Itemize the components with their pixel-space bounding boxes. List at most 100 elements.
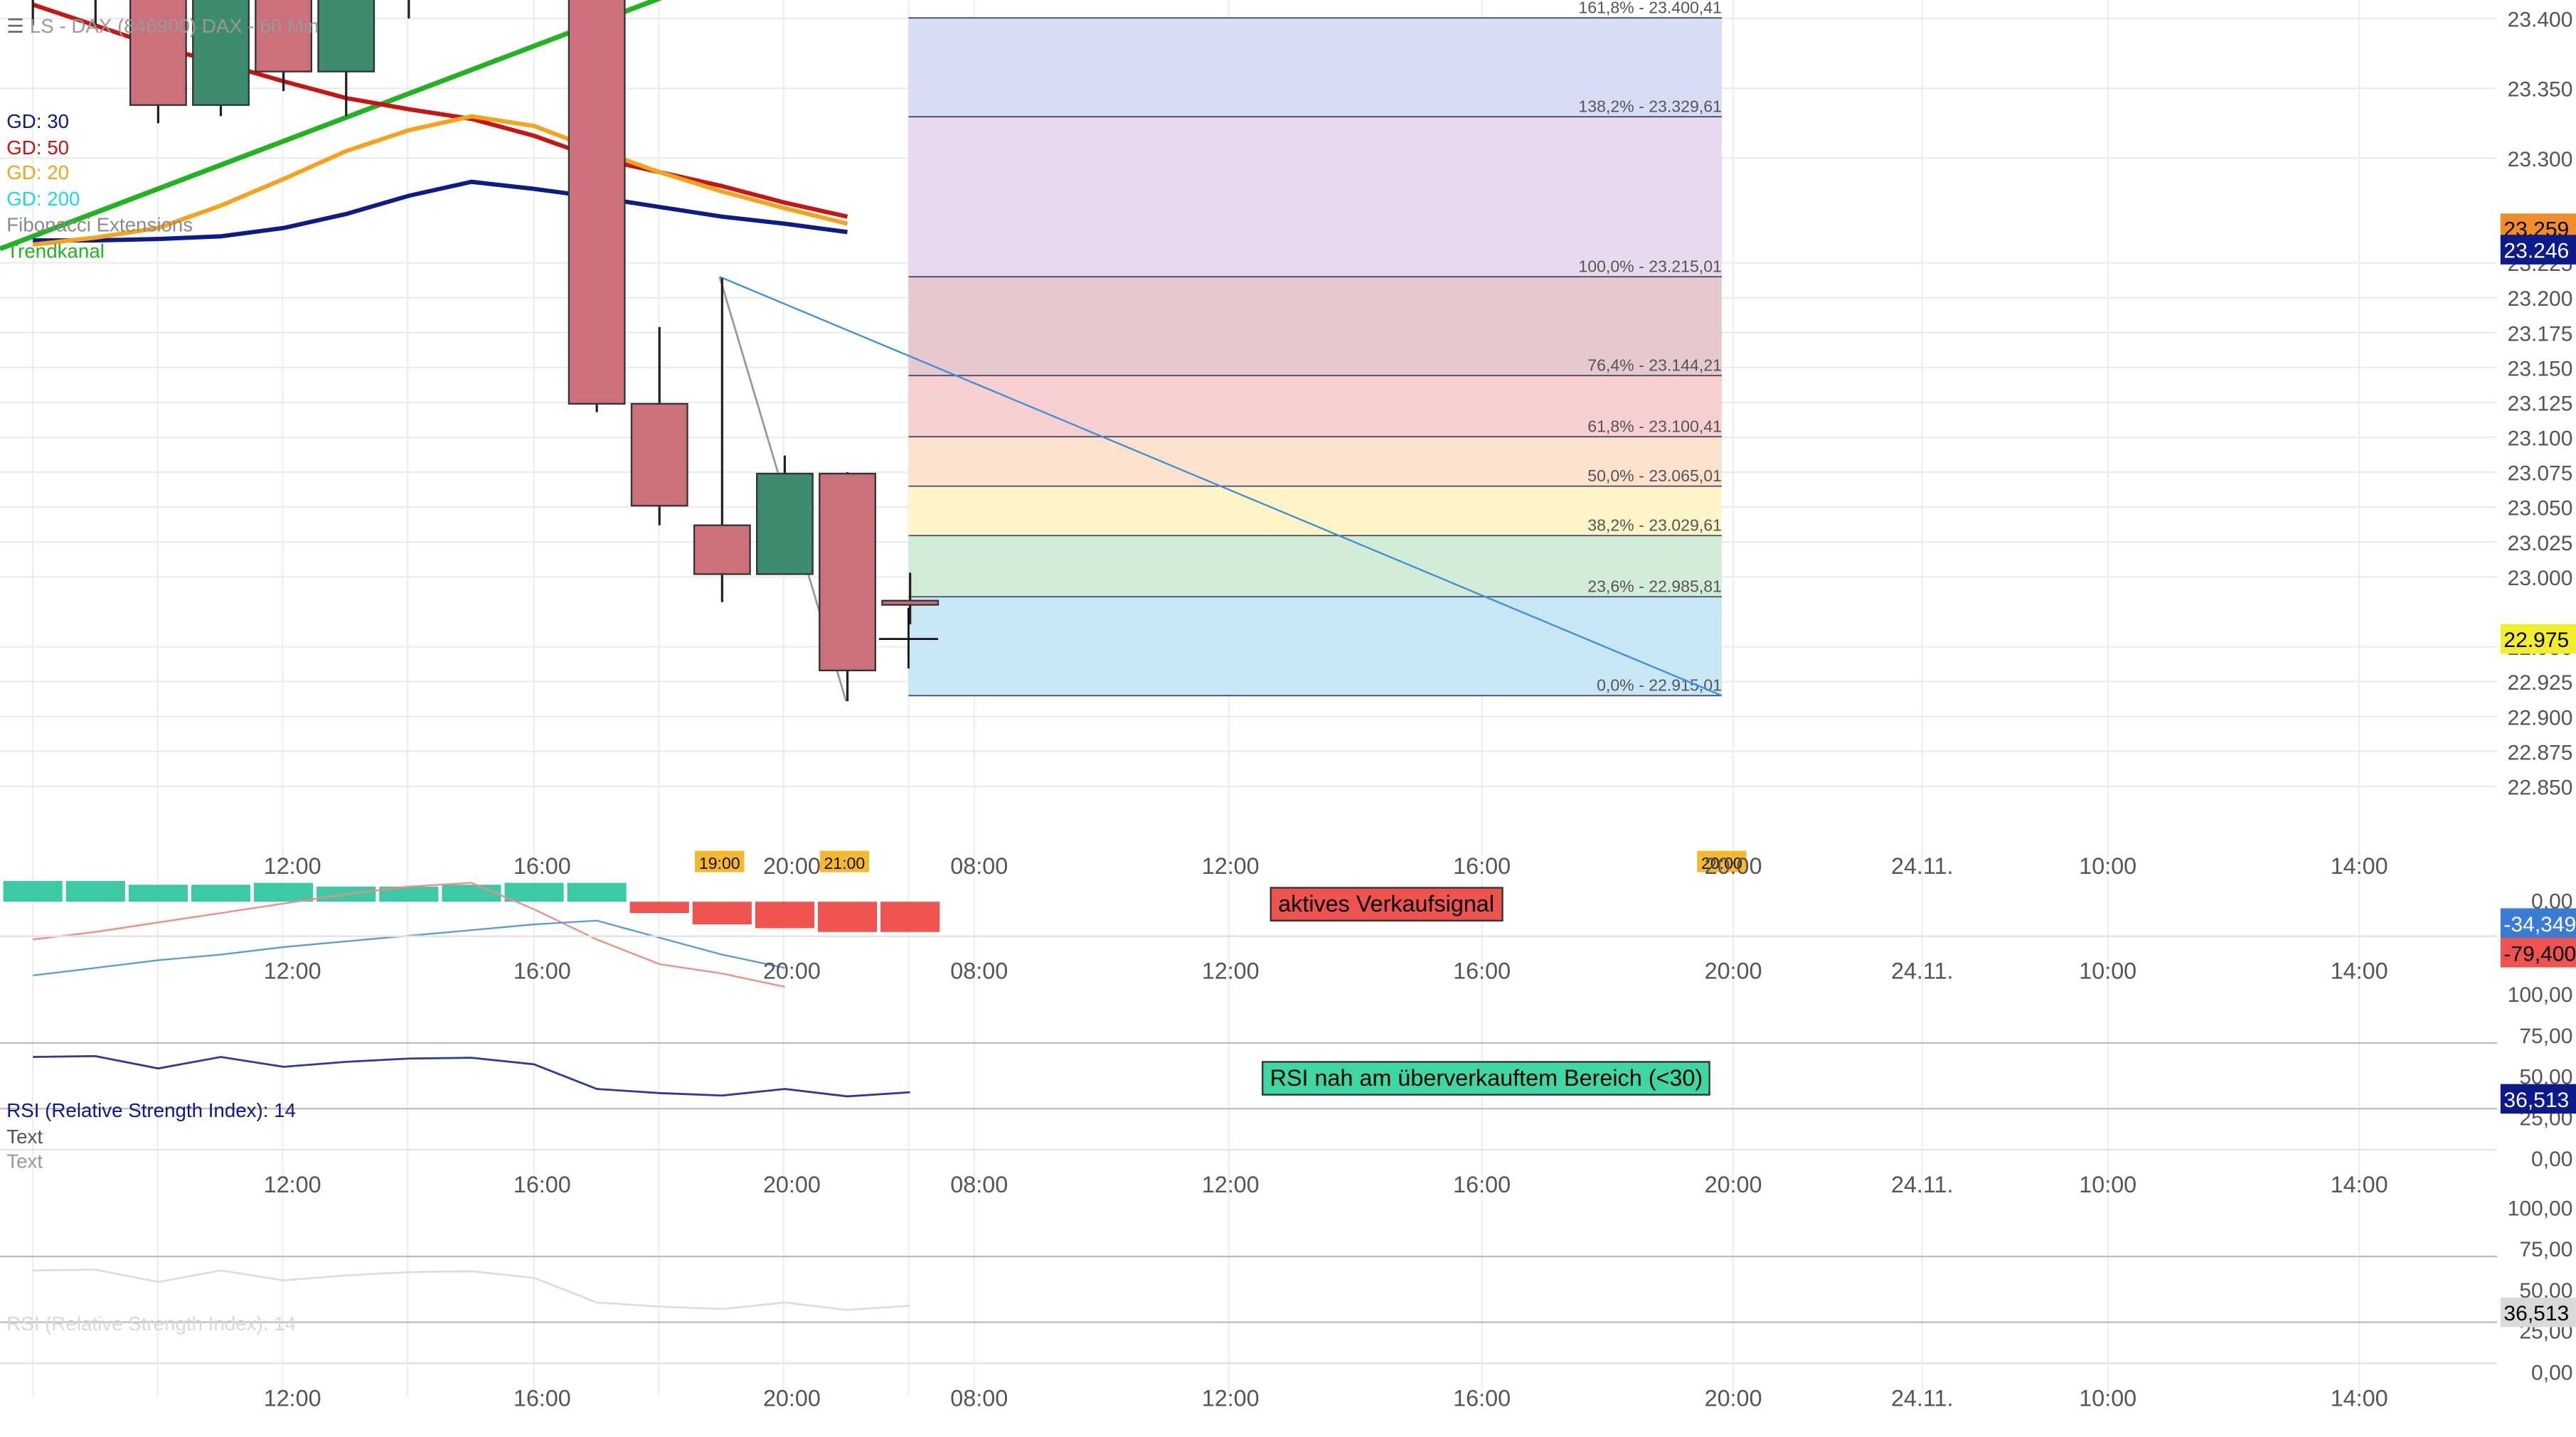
- macd-histogram-bar: [817, 902, 878, 932]
- time-tick-label: 20:00: [763, 1172, 821, 1197]
- time-tick-label: 16:00: [513, 853, 571, 879]
- rsi-text-label-1: Text: [6, 1125, 43, 1148]
- candle-body: [568, 0, 626, 405]
- fib-level-label: 161,8% - 23.400,41: [1578, 0, 1721, 16]
- time-tick-label: 20:00: [1705, 1385, 1762, 1411]
- candle-body: [255, 0, 313, 73]
- price-tick-label: 23.400: [2508, 9, 2573, 32]
- time-tick-label: 14:00: [2331, 958, 2388, 984]
- fib-band: [908, 597, 1722, 696]
- time-tick-label: 24.11.: [1891, 958, 1953, 984]
- macd-flag: [2500, 908, 2576, 939]
- time-tick-label: 10:00: [2079, 1385, 2136, 1411]
- rsi-ghost-line: [33, 1268, 910, 1311]
- macd-histogram-bar: [254, 882, 314, 902]
- candle-body: [129, 0, 187, 106]
- rsi-text-label-2: Text: [6, 1150, 43, 1173]
- macd-histogram-bar: [442, 885, 501, 902]
- time-tick-label: 16:00: [513, 1172, 571, 1197]
- ma-line-2: [32, 114, 848, 247]
- time-tick-label: 10:00: [2079, 1172, 2136, 1197]
- time-tick-label: 24.11.: [1891, 1172, 1953, 1197]
- price-tick-label: 23.000: [2508, 567, 2573, 590]
- price-tick-label: 23.025: [2508, 532, 2573, 555]
- candle-body: [819, 472, 876, 672]
- fib-band: [908, 117, 1722, 277]
- time-tick-label: 24.11.: [1891, 1385, 1953, 1411]
- rsi-ghost-flag: [2500, 1297, 2576, 1328]
- legend-gd20[interactable]: GD: 20: [6, 161, 70, 184]
- fib-level-label: 0,0% - 22.915,01: [1597, 675, 1722, 694]
- macd-histogram-bar: [3, 880, 63, 902]
- fib-level-label: 100,0% - 23.215,01: [1578, 257, 1721, 275]
- macd-histogram-bar: [567, 882, 627, 902]
- fib-band: [908, 486, 1722, 536]
- fib-band: [908, 437, 1722, 486]
- legend-fibonacci[interactable]: Fibonacci Extensions: [6, 213, 193, 237]
- time-tick-label: 16:00: [513, 1385, 571, 1411]
- price-tick-label: 23.200: [2508, 287, 2573, 311]
- time-tick-label: 12:00: [1202, 1385, 1260, 1411]
- price-flag-label: 22.975: [2503, 629, 2569, 652]
- fib-band: [908, 375, 1722, 437]
- time-tick-label: 12:00: [264, 853, 321, 879]
- fib-level-label: 50,0% - 23.065,01: [1587, 466, 1722, 485]
- time-tick-label: 14:00: [2331, 1385, 2388, 1411]
- time-highlight-box: [695, 850, 745, 872]
- macd-flag: [2500, 938, 2576, 968]
- time-tick-label: 20:00: [1705, 853, 1762, 879]
- chart-title: ☰ LS - DAX (846900) DAX - 60 Min: [6, 14, 319, 38]
- macd-signal-badge: aktives Verkaufsignal: [1270, 887, 1503, 922]
- macd-histogram-bar: [629, 902, 689, 914]
- legend-gd200[interactable]: GD: 200: [6, 187, 80, 210]
- macd-flag-label: -79,400: [2503, 942, 2576, 966]
- fib-level-label: 138,2% - 23.329,61: [1578, 97, 1721, 115]
- time-tick-label: 14:00: [2331, 1172, 2388, 1197]
- time-tick-label: 08:00: [950, 1172, 1008, 1197]
- price-tick-label: 22.925: [2508, 671, 2573, 695]
- price-tick-label: 23.175: [2508, 322, 2573, 346]
- time-tick-label: 10:00: [2079, 958, 2136, 984]
- time-tick-label: 20:00: [1705, 958, 1762, 984]
- fib-level-label: 76,4% - 23.144,21: [1587, 356, 1722, 374]
- rsi-line: [33, 1054, 910, 1098]
- macd-histogram-bar: [128, 885, 188, 902]
- price-flag: [2500, 624, 2576, 654]
- macd-histogram-bar: [504, 882, 564, 902]
- time-tick-label: 16:00: [1453, 853, 1511, 879]
- rsi-tick-label: 0,00: [2531, 1148, 2572, 1171]
- rsi-flag: [2500, 1084, 2576, 1114]
- price-tick-label: 23.075: [2508, 462, 2573, 486]
- fib-level-label: 61,8% - 23.100,41: [1587, 417, 1722, 435]
- fib-band: [908, 18, 1722, 117]
- rsi-tick-label: 75,00: [2519, 1025, 2572, 1048]
- rsi-title: RSI (Relative Strength Index): 14: [6, 1099, 297, 1122]
- time-highlight-box: [819, 850, 869, 872]
- price-tick-label: 23.150: [2508, 357, 2573, 380]
- time-tick-label: 21:00: [824, 854, 865, 872]
- fib-projection-line: [719, 276, 1723, 697]
- time-tick-label: 16:00: [1453, 958, 1511, 984]
- menu-icon[interactable]: ☰: [6, 14, 25, 38]
- candle-body: [192, 0, 250, 106]
- price-tick-label: 23.050: [2508, 497, 2573, 520]
- time-tick-label: 12:00: [1202, 958, 1260, 984]
- price-flag-label: 23.246: [2503, 240, 2569, 263]
- time-tick-label: 16:00: [1453, 1172, 1511, 1197]
- legend-trendkanal[interactable]: Trendkanal: [6, 240, 105, 263]
- rsi-ghost-flag-label: 36,513: [2503, 1302, 2569, 1325]
- time-tick-label: 10:00: [2079, 853, 2136, 879]
- time-tick-label: 12:00: [264, 958, 321, 984]
- candle-body: [317, 0, 376, 73]
- time-tick-label: 20:00: [1705, 1172, 1762, 1197]
- legend-gd50[interactable]: GD: 50: [6, 136, 70, 160]
- time-tick-label: 24.11.: [1891, 853, 1953, 879]
- time-tick-label: 12:00: [1202, 1172, 1260, 1197]
- rsi-ghost-tick-label: 0,00: [2531, 1361, 2572, 1384]
- legend-gd30[interactable]: GD: 30: [6, 109, 70, 134]
- time-tick-label: 16:00: [1453, 1385, 1511, 1411]
- time-tick-label: 20:00: [763, 853, 821, 879]
- price-tick-label: 23.125: [2508, 392, 2573, 416]
- fib-level-label: 38,2% - 23.029,61: [1587, 515, 1722, 534]
